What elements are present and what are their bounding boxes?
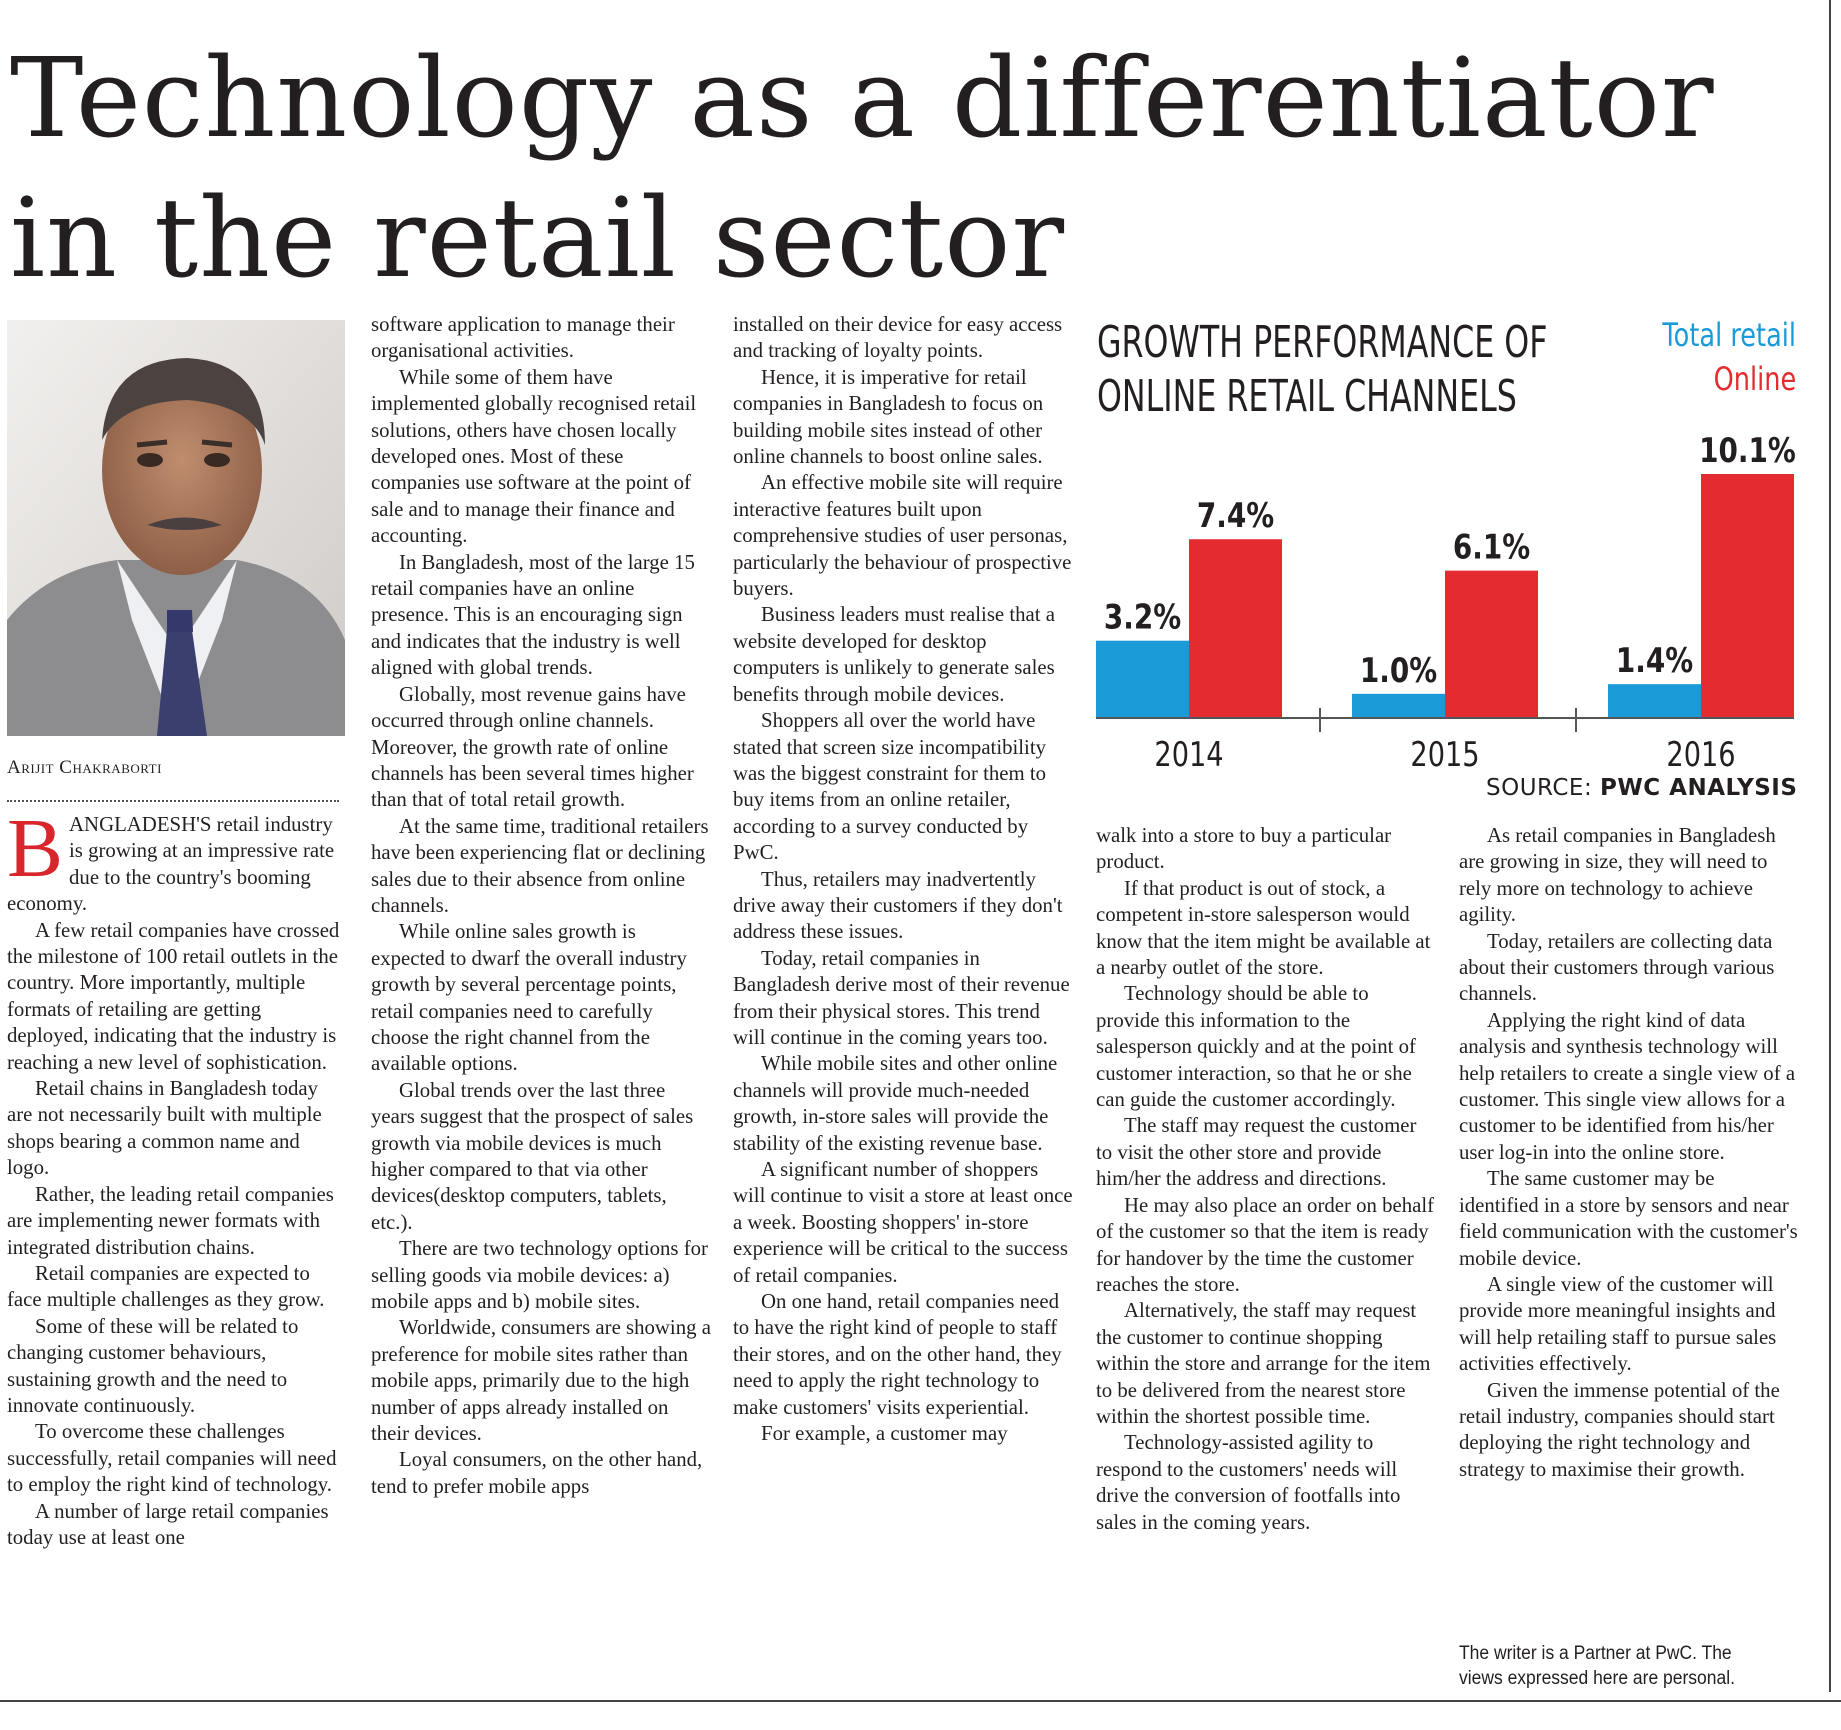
paragraph: Technology should be able to provide thi… [1096, 982, 1416, 1112]
legend-total-retail: Total retail [1662, 316, 1796, 354]
paragraph: Alternatively, the staff may request the… [1096, 1299, 1431, 1428]
chart-title-line-1: GROWTH PERFORMANCE OF [1097, 317, 1548, 368]
paragraph: If that product is out of stock, a compe… [1096, 876, 1431, 980]
article-column-3: installed on their device for easy acces… [733, 312, 1073, 1447]
paragraph: On one hand, retail companies need to ha… [733, 1290, 1062, 1419]
source-label: SOURCE: [1486, 775, 1593, 801]
paragraph: Shoppers all over the world have stated … [733, 709, 1047, 865]
total-retail-label-2016: 1.4% [1616, 642, 1693, 681]
paragraph: Hence, it is imperative for retail compa… [733, 365, 1044, 469]
x-tick-label-2016: 2016 [1666, 735, 1735, 775]
page-bottom-rule [0, 1700, 1841, 1702]
online-bar-2015 [1445, 570, 1538, 718]
chart-title-line-2: ONLINE RETAIL CHANNELS [1097, 371, 1517, 422]
byline-divider [7, 800, 339, 802]
online-bar-2016 [1701, 474, 1794, 718]
writer-footnote: The writer is a Partner at PwC. The view… [1459, 1643, 1735, 1689]
paragraph: Some of these will be related to changin… [7, 1314, 299, 1417]
paragraph: While some of them have implemented glob… [371, 365, 697, 548]
online-bar-2014 [1189, 539, 1282, 718]
paragraph: As retail companies in Bangladesh are gr… [1459, 824, 1776, 927]
x-tick-label-2014: 2014 [1154, 735, 1223, 775]
online-label-2014: 7.4% [1197, 497, 1274, 536]
paragraph: Today, retailers are collecting data abo… [1459, 929, 1775, 1006]
paragraph: Technology-assisted agility to respond t… [1096, 1431, 1401, 1534]
paragraph: Given the immense potential of the retai… [1459, 1378, 1780, 1481]
paragraph: Retail companies are expected to face mu… [7, 1261, 325, 1312]
paragraph: Today, retail companies in Bangladesh de… [733, 946, 1070, 1049]
paragraph: To overcome these challenges successfull… [7, 1420, 337, 1497]
paragraph: A few retail companies have crossed the … [7, 918, 340, 1074]
total-retail-label-2014: 3.2% [1104, 598, 1181, 637]
paragraph: Worldwide, consumers are showing a prefe… [371, 1316, 711, 1446]
author-byline: Arijit Chakraborti [7, 757, 162, 778]
total-retail-bar-2015 [1352, 693, 1445, 718]
paragraph: installed on their device for easy acces… [733, 313, 1063, 363]
paragraph: There are two technology options for sel… [371, 1237, 708, 1314]
paragraph: Globally, most revenue gains have occurr… [371, 682, 694, 812]
author-photo [7, 320, 345, 736]
headline: Technology as a differentiator in the re… [10, 28, 1715, 308]
article-column-2: software application to manage their org… [371, 312, 711, 1500]
drop-cap: B [7, 802, 64, 895]
paragraph: At the same time, traditional retailers … [371, 814, 709, 917]
total-retail-bar-2014 [1096, 640, 1189, 718]
paragraph: The staff may request the customer to vi… [1096, 1114, 1417, 1191]
paragraph: While online sales growth is expected to… [371, 920, 687, 1076]
article-column-5: As retail companies in Bangladesh are gr… [1459, 823, 1799, 1483]
paragraph: Applying the right kind of data analysis… [1459, 1008, 1796, 1164]
chart-title: GROWTH PERFORMANCE OF ONLINE RETAIL CHAN… [1097, 316, 1547, 424]
headline-line-2: in the retail sector [10, 174, 1066, 302]
x-tick-label-2015: 2015 [1410, 735, 1479, 775]
legend-online: Online [1713, 360, 1796, 398]
paragraph: An effective mobile site will require in… [733, 471, 1072, 601]
article-column-1: B ANGLADESH'S retail industry is growing … [7, 802, 345, 1551]
total-retail-label-2015: 1.0% [1360, 651, 1437, 690]
paragraph: A significant number of shoppers will co… [733, 1158, 1073, 1287]
paragraph: For example, a customer may [761, 1422, 1008, 1446]
paragraph: B ANGLADESH'S retail industry is growing … [7, 802, 335, 916]
article-column-4: walk into a store to buy a particular pr… [1096, 823, 1436, 1536]
paragraph: Rather, the leading retail companies are… [7, 1182, 334, 1259]
paragraph: walk into a store to buy a particular pr… [1096, 824, 1392, 874]
paragraph: A number of large retail companies today… [7, 1499, 329, 1549]
paragraph: Global trends over the last three years … [371, 1078, 694, 1234]
paragraph: Business leaders must realise that a web… [733, 603, 1055, 706]
online-label-2016: 10.1% [1699, 431, 1796, 470]
paragraph: Loyal consumers, on the other hand, tend… [371, 1448, 703, 1498]
paragraph: Thus, retailers may inadvertently drive … [733, 867, 1063, 944]
online-label-2015: 6.1% [1453, 528, 1530, 567]
paragraph: The same customer may be identified in a… [1459, 1167, 1798, 1270]
bar-chart: 3.2% 7.4% 2014 1.0% 6.1% 2015 1.4% 10.1% 2016 [1096, 431, 1796, 775]
total-retail-bar-2016 [1608, 684, 1701, 718]
source-value: PWC ANALYSIS [1600, 775, 1798, 801]
paragraph: In Bangladesh, most of the large 15 reta… [371, 550, 695, 680]
paragraph: While mobile sites and other online chan… [733, 1052, 1058, 1155]
paragraph: Retail chains in Bangladesh today are no… [7, 1077, 322, 1180]
paragraph: A single view of the customer will provi… [1459, 1272, 1777, 1376]
headline-line-1: Technology as a differentiator [10, 34, 1715, 162]
paragraph: He may also place an order on behalf of … [1096, 1193, 1435, 1296]
chart-source: SOURCE: PWC ANALYSIS [1486, 775, 1797, 801]
paragraph: software application to manage their org… [371, 313, 675, 363]
column-rule [1829, 0, 1831, 1692]
